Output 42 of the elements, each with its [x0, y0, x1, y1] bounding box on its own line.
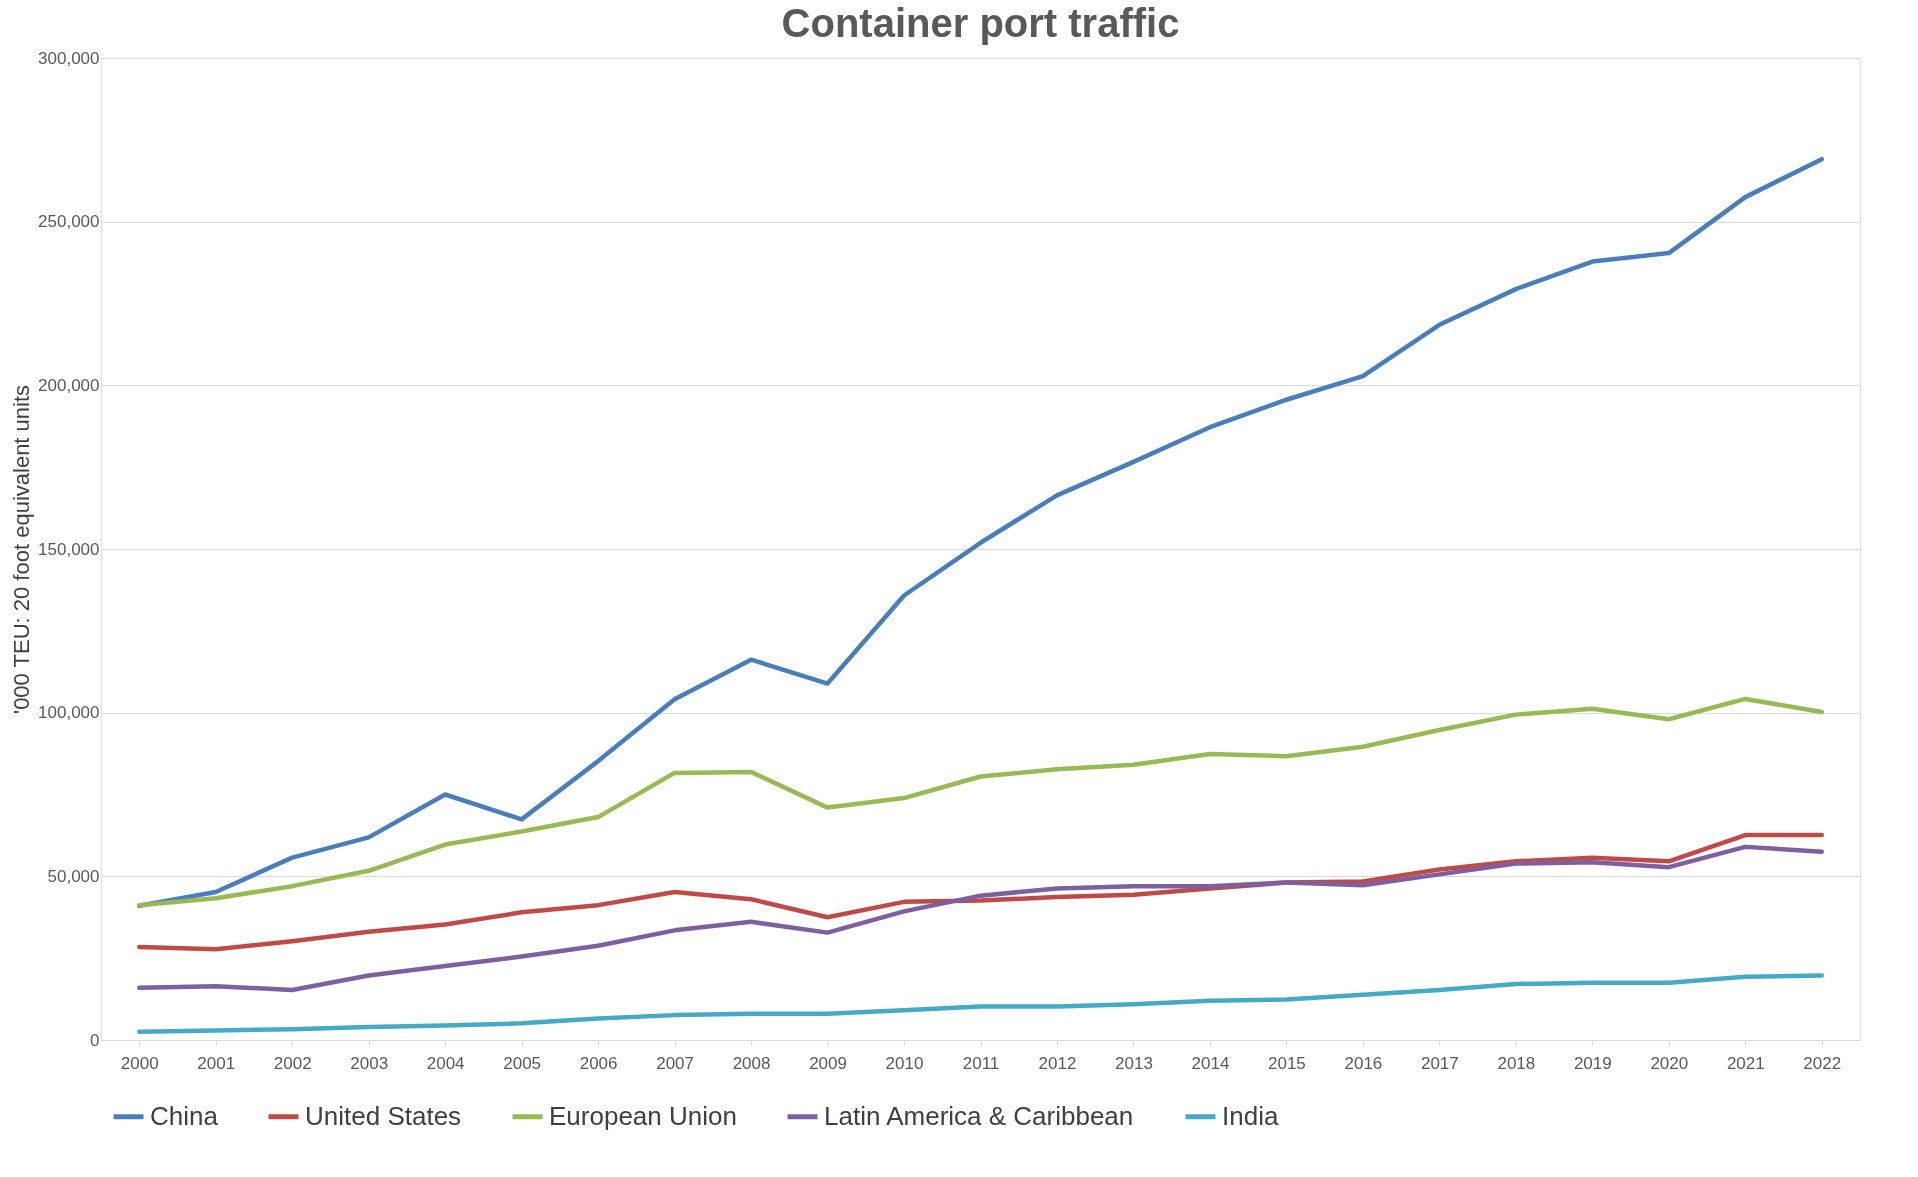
- x-tick-label: 2010: [885, 1053, 924, 1073]
- legend-label: China: [150, 1100, 219, 1131]
- x-tick-label: 2021: [1726, 1053, 1765, 1073]
- y-tick-label: 200,000: [38, 375, 100, 395]
- x-tick-label: 2022: [1803, 1053, 1842, 1073]
- x-tick-label: 2000: [120, 1053, 159, 1073]
- x-tick-label: 2001: [197, 1053, 236, 1073]
- x-tick-label: 2012: [1038, 1053, 1077, 1073]
- x-tick-label: 2005: [503, 1053, 542, 1073]
- y-axis-title: '000 TEU: 20 foot equivalent units: [9, 384, 35, 715]
- line-series: [136, 973, 1825, 1035]
- x-tick-label: 2020: [1650, 1053, 1689, 1073]
- x-tick-label: 2004: [426, 1053, 465, 1073]
- x-tick-label: 2015: [1268, 1053, 1306, 1073]
- x-tick-label: 2018: [1497, 1053, 1536, 1073]
- x-tick-label: 2002: [273, 1053, 312, 1073]
- line-series: [136, 156, 1825, 909]
- x-tick-label: 2003: [350, 1053, 389, 1073]
- x-tick-label: 2006: [579, 1053, 618, 1073]
- y-tick-label: 100,000: [38, 703, 100, 723]
- legend-label: European Union: [549, 1100, 737, 1131]
- y-tick-label: 250,000: [38, 212, 100, 232]
- x-tick-label: 2019: [1573, 1053, 1612, 1073]
- x-tick-label: 2011: [962, 1053, 1000, 1073]
- x-tick-label: 2016: [1344, 1053, 1383, 1073]
- chart-title: Container port traffic: [781, 1, 1180, 45]
- legend-label: India: [1222, 1100, 1279, 1131]
- y-tick-label: 50,000: [47, 866, 100, 886]
- y-tick-label: 300,000: [38, 48, 100, 68]
- x-tick-label: 2017: [1420, 1053, 1459, 1073]
- x-tick-label: 2013: [1115, 1053, 1153, 1073]
- x-tick-label: 2014: [1191, 1053, 1230, 1073]
- x-tick-label: 2009: [809, 1053, 847, 1073]
- line-series: [136, 844, 1825, 993]
- y-tick-label: 150,000: [38, 539, 100, 559]
- line-series: [136, 832, 1825, 952]
- legend-label: United States: [305, 1100, 462, 1131]
- legend-label: Latin America & Caribbean: [824, 1100, 1134, 1131]
- y-tick-label: 0: [90, 1030, 100, 1050]
- line-series: [136, 696, 1825, 908]
- x-tick-label: 2008: [732, 1053, 771, 1073]
- x-tick-label: 2007: [656, 1053, 694, 1073]
